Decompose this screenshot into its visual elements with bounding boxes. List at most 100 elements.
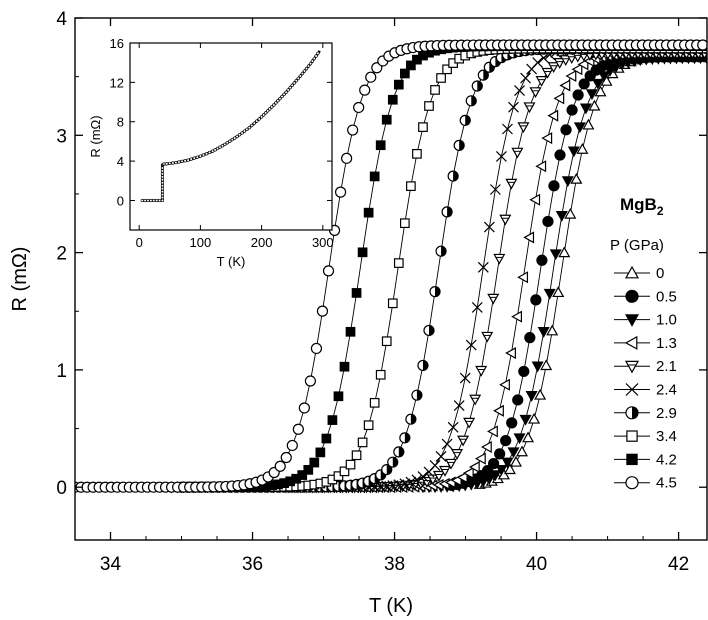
inset-data-point [160,175,165,179]
inset-data-point [174,160,178,165]
inset-data-point [211,149,215,153]
data-point [399,432,411,444]
data-point [540,359,553,371]
data-point [457,435,470,447]
inset-data-point [286,88,290,92]
inset-data-point [308,62,313,66]
inset-data-point [189,157,193,161]
inset-data-point [302,69,307,73]
data-point [393,79,404,90]
data-point [353,101,365,114]
data-point [359,84,371,96]
data-point [387,456,399,468]
data-point [456,471,468,484]
data-point [697,39,707,51]
x-tick-label: 38 [384,554,405,575]
data-point [465,339,477,351]
data-point [543,288,556,300]
inset-data-point [213,148,217,152]
data-point [503,463,516,475]
data-point [304,375,317,387]
legend-item: 1.0 [614,312,677,329]
data-point [406,181,416,191]
inset-data-point [233,136,237,140]
legend-item: 4.5 [614,475,677,492]
data-point [535,160,547,173]
inset-data-point [306,64,311,68]
legend-item: 1.3 [614,335,677,352]
inset-data-point [160,169,165,173]
inset-data-point [183,159,187,163]
data-point [459,372,471,384]
legend-label: 0.5 [656,288,677,305]
data-point [381,114,392,125]
inset-data-point [237,133,242,137]
data-point [406,60,416,71]
data-point [309,457,320,468]
data-point [523,102,536,114]
legend-item: 0 [614,265,664,282]
data-point [530,294,542,306]
data-point [447,421,459,433]
data-point [418,122,428,132]
y-axis-title: R (mΩ) [9,247,31,312]
data-point [547,109,559,122]
plot-frame [74,17,708,541]
data-point [435,245,447,257]
inset-data-point [160,187,165,191]
legend-marker [624,360,640,374]
inset-data-point [278,97,282,101]
data-point [576,143,589,154]
inset-data-point [220,144,225,148]
inset-data-point [276,99,280,103]
data-point [471,478,484,490]
data-point [489,184,501,195]
inset-data-point [282,92,286,96]
data-point [316,305,329,317]
data-point [515,445,529,457]
inset-x-axis-title: T (K) [217,254,246,269]
data-point [532,57,544,69]
legend-label: 4.5 [656,475,677,492]
inset-data-point [280,94,284,99]
y-tick-label: 4 [56,9,67,30]
data-point [508,101,519,113]
legend-title: P (GPa) [610,237,664,254]
data-point [477,261,489,273]
data-point [474,452,486,465]
inset-data-point [268,107,272,111]
data-point [553,92,565,105]
data-point [506,417,518,429]
inset-data-point [168,161,172,166]
data-point [412,148,422,159]
inset-data-point [257,117,261,121]
data-point [451,449,464,460]
data-point [315,447,326,458]
data-point [393,446,405,458]
data-point [505,178,518,190]
data-point [475,365,488,377]
data-point [513,433,526,445]
data-point [517,122,530,134]
series-0-5 [445,51,707,491]
inset-data-point [284,90,288,94]
data-point [582,118,595,130]
data-point [531,361,544,373]
data-point [417,471,429,482]
y-tick-label: 0 [56,478,67,499]
data-point [525,390,538,402]
inset-data-point [160,178,165,182]
data-point [578,78,590,90]
data-point [393,258,404,268]
y-tick-label: 1 [56,361,67,382]
data-point [559,55,572,67]
data-point [561,176,574,188]
data-point [417,359,429,372]
data-point [493,404,504,417]
inset-data-point [149,198,153,203]
inset-data-point [247,126,251,130]
data-point [499,378,510,391]
data-point [505,347,516,360]
inset-data-point [245,127,249,132]
